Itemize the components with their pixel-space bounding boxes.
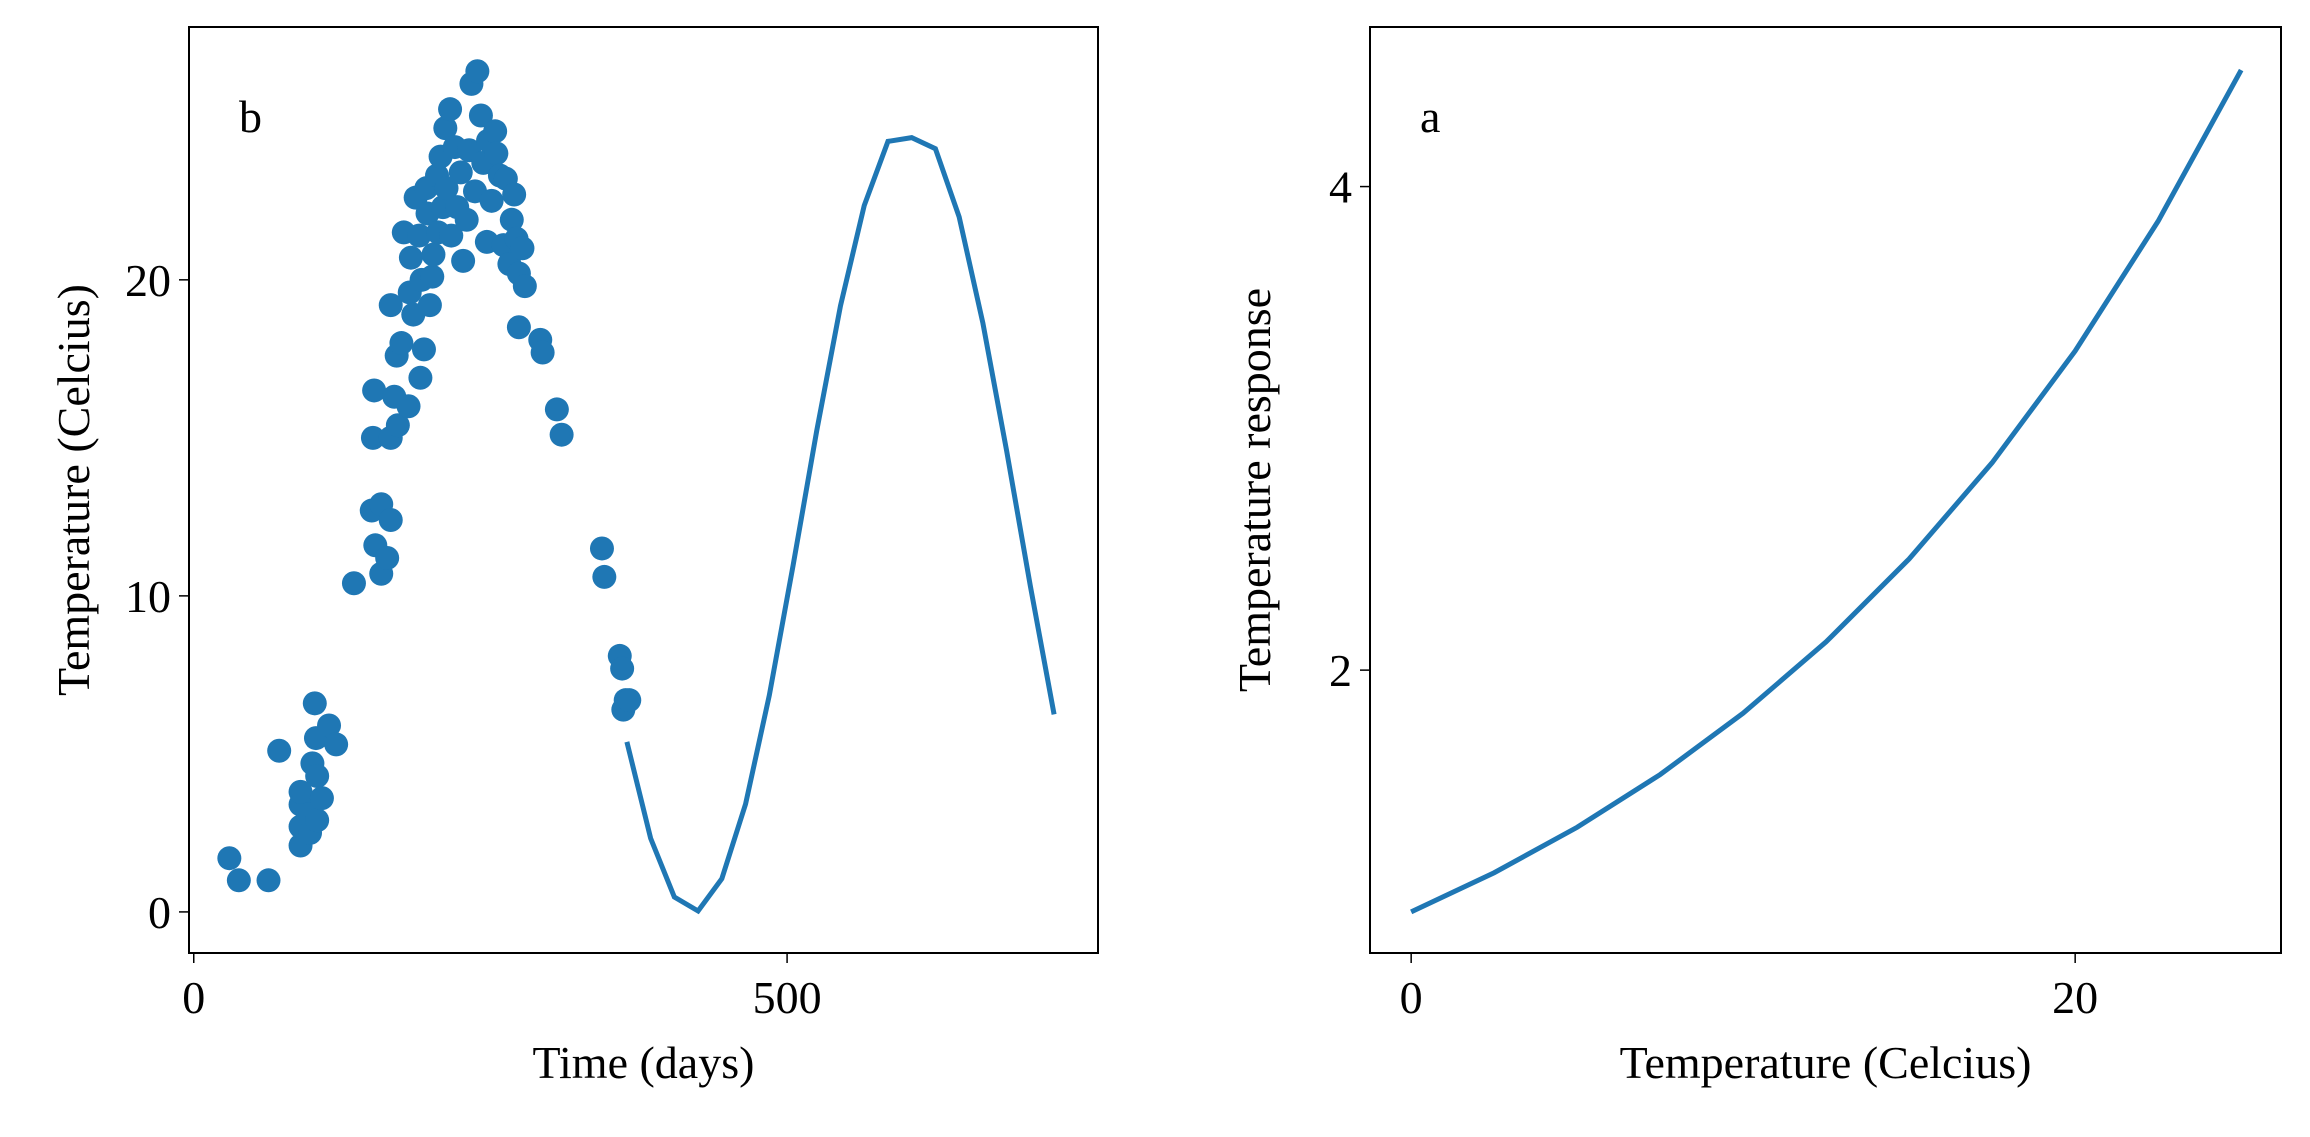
annotation: a [1420, 91, 1440, 142]
point [217, 846, 242, 871]
annotation: b [239, 91, 262, 142]
point [378, 293, 403, 318]
point [421, 242, 446, 267]
point [407, 223, 432, 248]
line [624, 135, 1057, 915]
point [530, 340, 555, 365]
point [389, 331, 414, 356]
x-tick-label: 20 [2052, 972, 2098, 1023]
point [305, 764, 330, 789]
point [411, 337, 436, 362]
point [468, 103, 493, 128]
point [592, 564, 617, 589]
point [439, 223, 464, 248]
point [451, 248, 476, 273]
point [434, 176, 459, 201]
point [360, 425, 385, 450]
y-tick-label: 2 [1329, 645, 1352, 696]
point [398, 245, 423, 270]
point [499, 207, 524, 232]
x-tick-label: 0 [1400, 972, 1423, 1023]
axes-frame [188, 26, 1099, 954]
point [610, 656, 635, 681]
point [617, 688, 642, 713]
point [378, 508, 403, 533]
line [1410, 68, 2244, 915]
point [483, 119, 508, 144]
point [420, 264, 445, 289]
point [396, 394, 421, 419]
point [454, 207, 479, 232]
point [544, 397, 569, 422]
x-tick-label: 0 [182, 972, 205, 1023]
point [408, 365, 433, 390]
point [362, 378, 387, 403]
y-axis-label: Temperature (Celcius) [48, 284, 99, 696]
point [484, 141, 509, 166]
point [417, 293, 442, 318]
point [479, 188, 504, 213]
y-tick-label: 0 [148, 887, 171, 938]
point [267, 738, 292, 763]
point [512, 274, 537, 299]
point [324, 732, 349, 757]
axes-frame [1369, 26, 2282, 954]
point [288, 779, 313, 804]
point [305, 808, 330, 833]
x-tick-label: 500 [753, 972, 822, 1023]
point [226, 868, 251, 893]
point [589, 536, 614, 561]
point [510, 236, 535, 261]
point [375, 545, 400, 570]
point [438, 97, 463, 122]
point [302, 691, 327, 716]
point [448, 160, 473, 185]
point [465, 59, 490, 84]
y-axis-label: Temperature response [1229, 288, 1280, 692]
point [309, 786, 334, 811]
point [502, 182, 527, 207]
x-axis-label: Temperature (Celcius) [1620, 1037, 2032, 1088]
point [317, 713, 342, 738]
point [549, 422, 574, 447]
point [385, 413, 410, 438]
point [506, 315, 531, 340]
y-tick-label: 10 [125, 571, 171, 622]
y-tick-label: 20 [125, 255, 171, 306]
point [433, 116, 458, 141]
point [341, 571, 366, 596]
y-tick-label: 4 [1329, 162, 1352, 213]
x-axis-label: Time (days) [533, 1037, 755, 1088]
point [256, 868, 281, 893]
